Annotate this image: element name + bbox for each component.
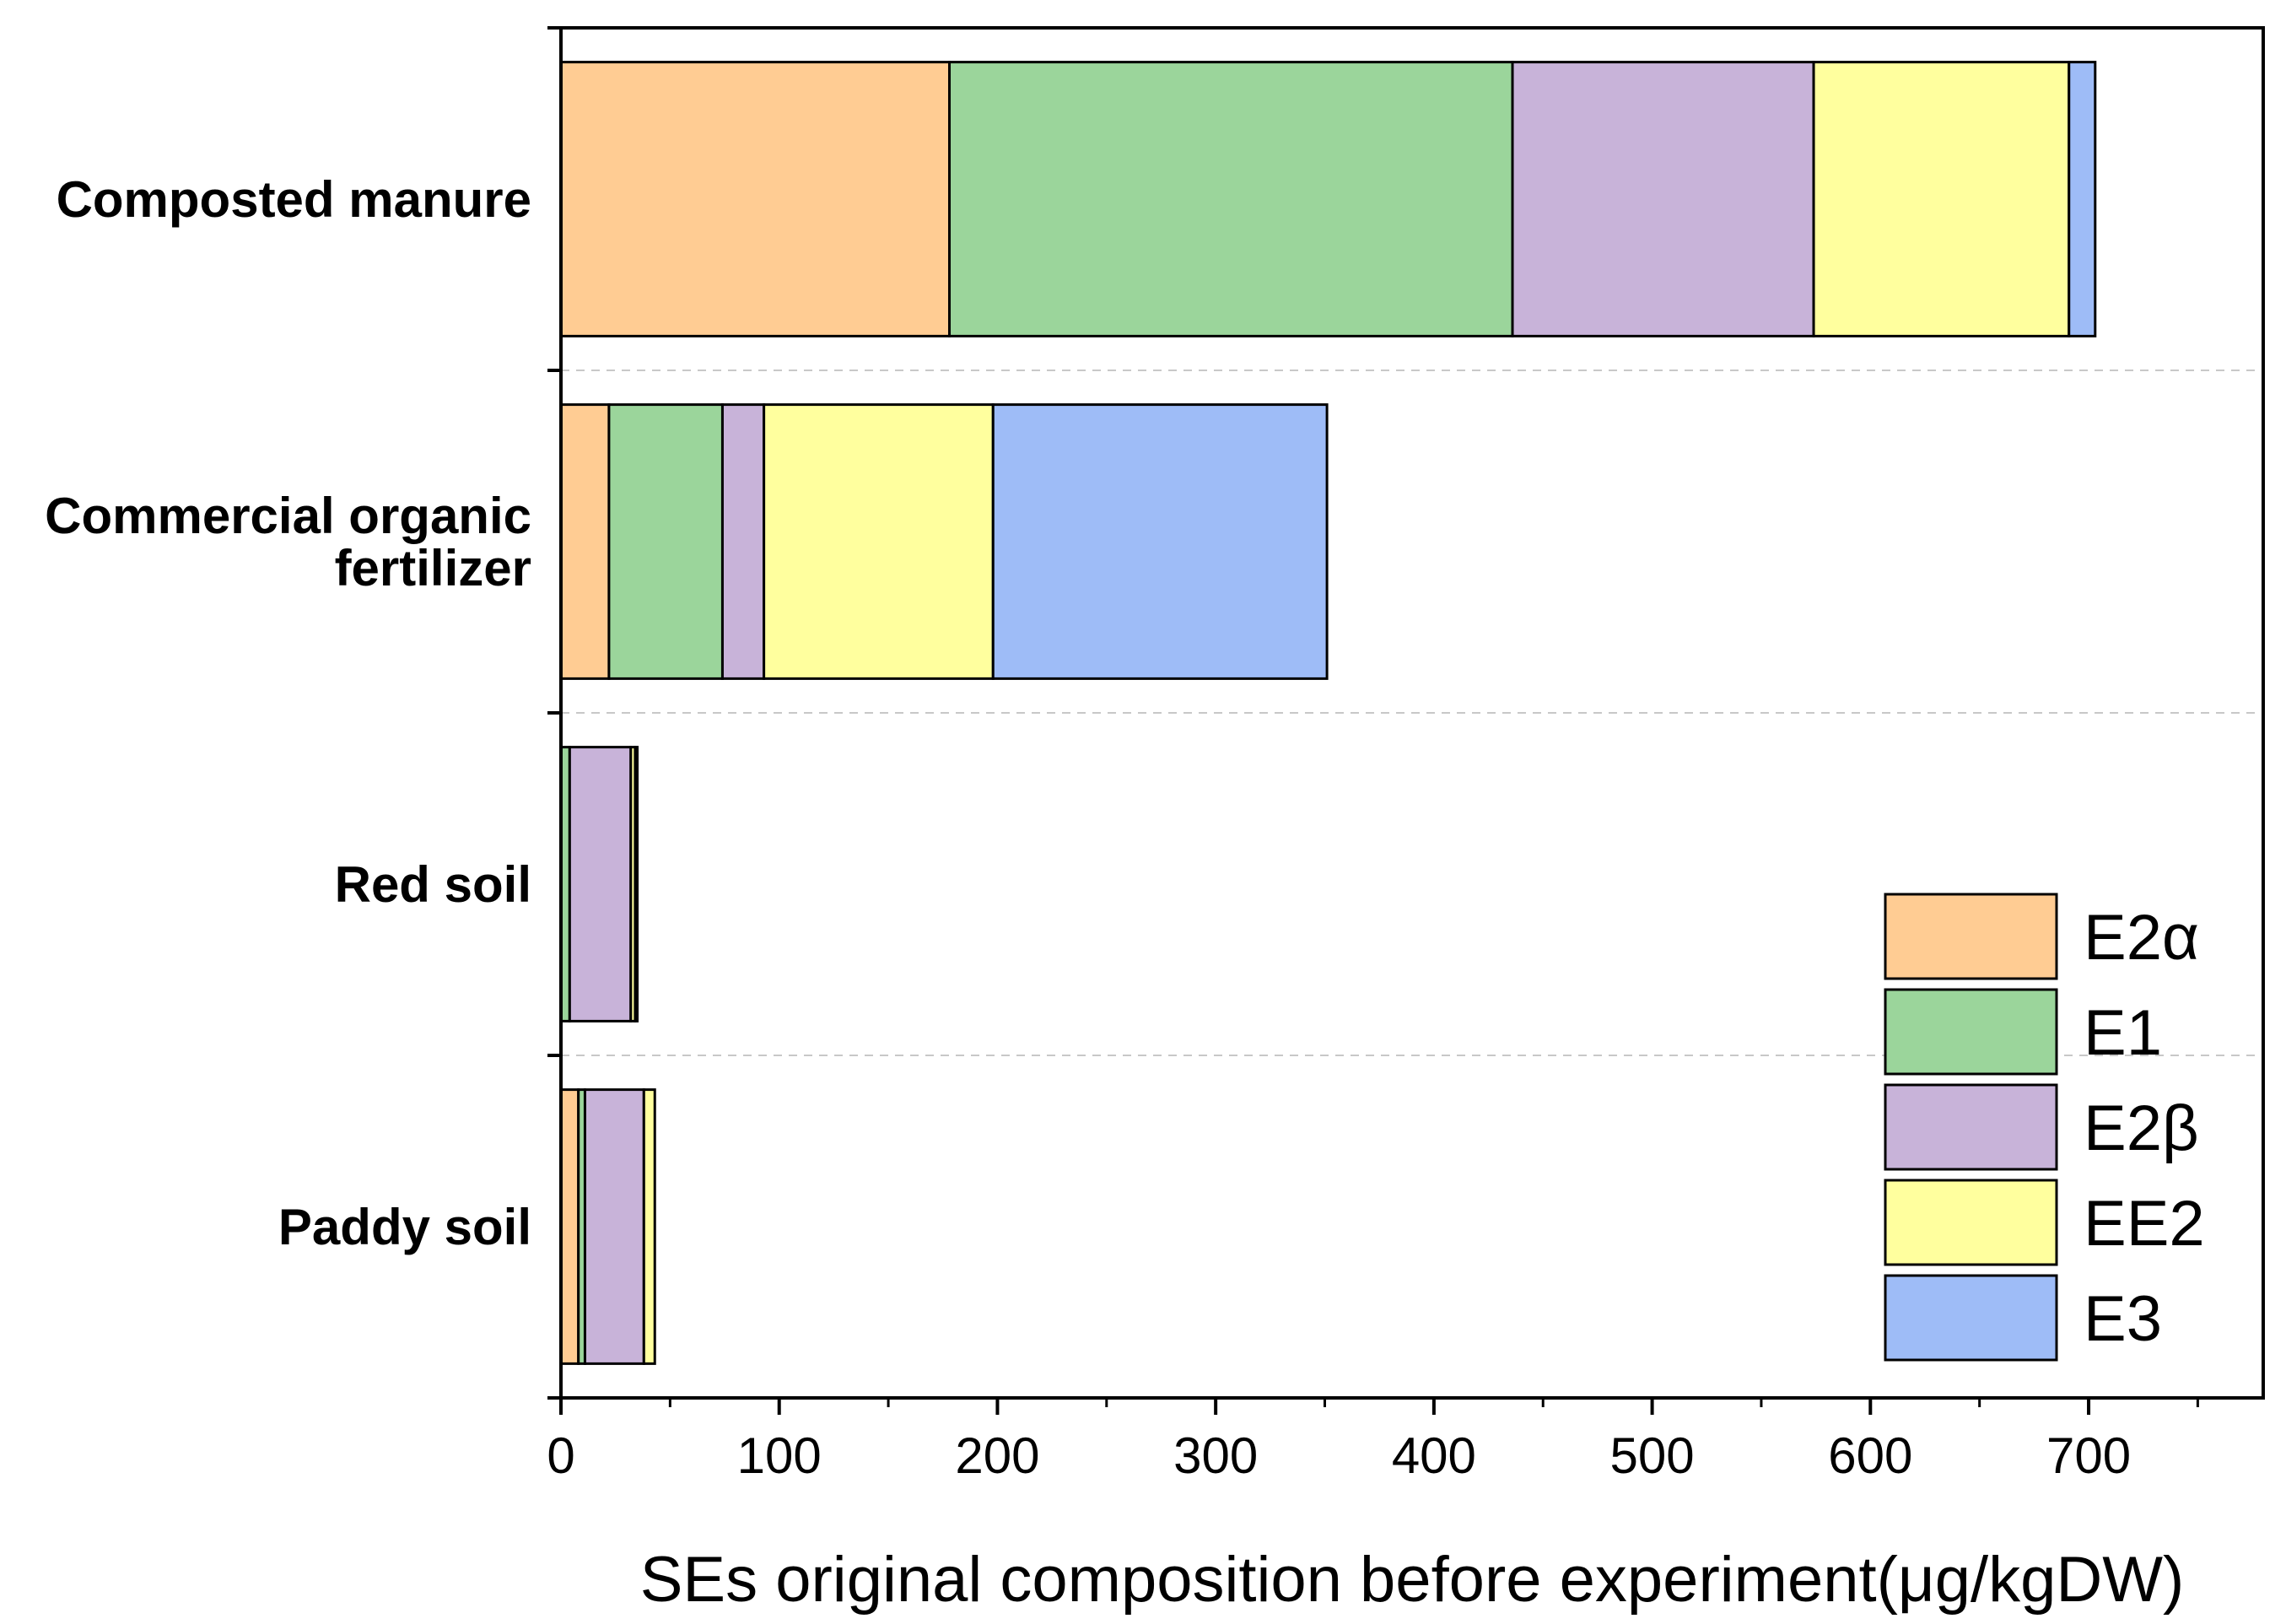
x-tick-label: 400 (1392, 1427, 1476, 1484)
legend-swatch (1884, 1179, 2058, 1266)
x-tick-label: 200 (955, 1427, 1039, 1484)
bars (559, 61, 2097, 1365)
bar-segment (763, 403, 995, 680)
bar-segment (559, 1088, 580, 1365)
legend-label: EE2 (2084, 1188, 2205, 1260)
x-tick-label: 600 (1828, 1427, 1912, 1484)
legend-label: E2β (2084, 1093, 2199, 1164)
bar-segment (991, 403, 1329, 680)
category-label: Paddy soil (278, 1199, 531, 1255)
bar-segment (720, 403, 766, 680)
axes (547, 26, 2265, 1415)
bar-segment (948, 61, 1514, 337)
bar-segment (1812, 61, 2071, 337)
bar-segment (559, 403, 611, 680)
x-tick-label: 700 (2046, 1427, 2131, 1484)
x-tick-label: 100 (737, 1427, 822, 1484)
x-tick-label: 300 (1173, 1427, 1258, 1484)
legend-swatch (1884, 988, 2058, 1076)
bar-segment (607, 403, 724, 680)
x-tick-label: 0 (547, 1427, 574, 1484)
legend-label: E3 (2084, 1283, 2162, 1355)
legend-label: E1 (2084, 997, 2162, 1069)
legend: E2α E1 E2β EE2 E3 (1884, 893, 2205, 1362)
x-tick-label: 500 (1610, 1427, 1695, 1484)
bar-segment (583, 1088, 645, 1365)
legend-swatch (1884, 1274, 2058, 1362)
category-label: Red soil (335, 856, 531, 913)
bar-segment (634, 746, 639, 1022)
bar-segment (1511, 61, 1815, 337)
bar-segment (642, 1088, 656, 1365)
axis-labels: Composted manure Commercial organic fertil… (45, 171, 2131, 1484)
legend-swatch (1884, 1083, 2058, 1171)
category-label: Composted manure (57, 171, 531, 228)
bar-segment (2068, 61, 2097, 337)
legend-swatch (1884, 893, 2058, 980)
category-label: Commercial organic fertilizer (45, 488, 531, 596)
bar-segment (568, 746, 633, 1022)
bar-segment (559, 61, 952, 337)
legend-label: E2α (2084, 902, 2199, 974)
x-axis-title: SEs original composition before experime… (640, 1544, 2185, 1616)
